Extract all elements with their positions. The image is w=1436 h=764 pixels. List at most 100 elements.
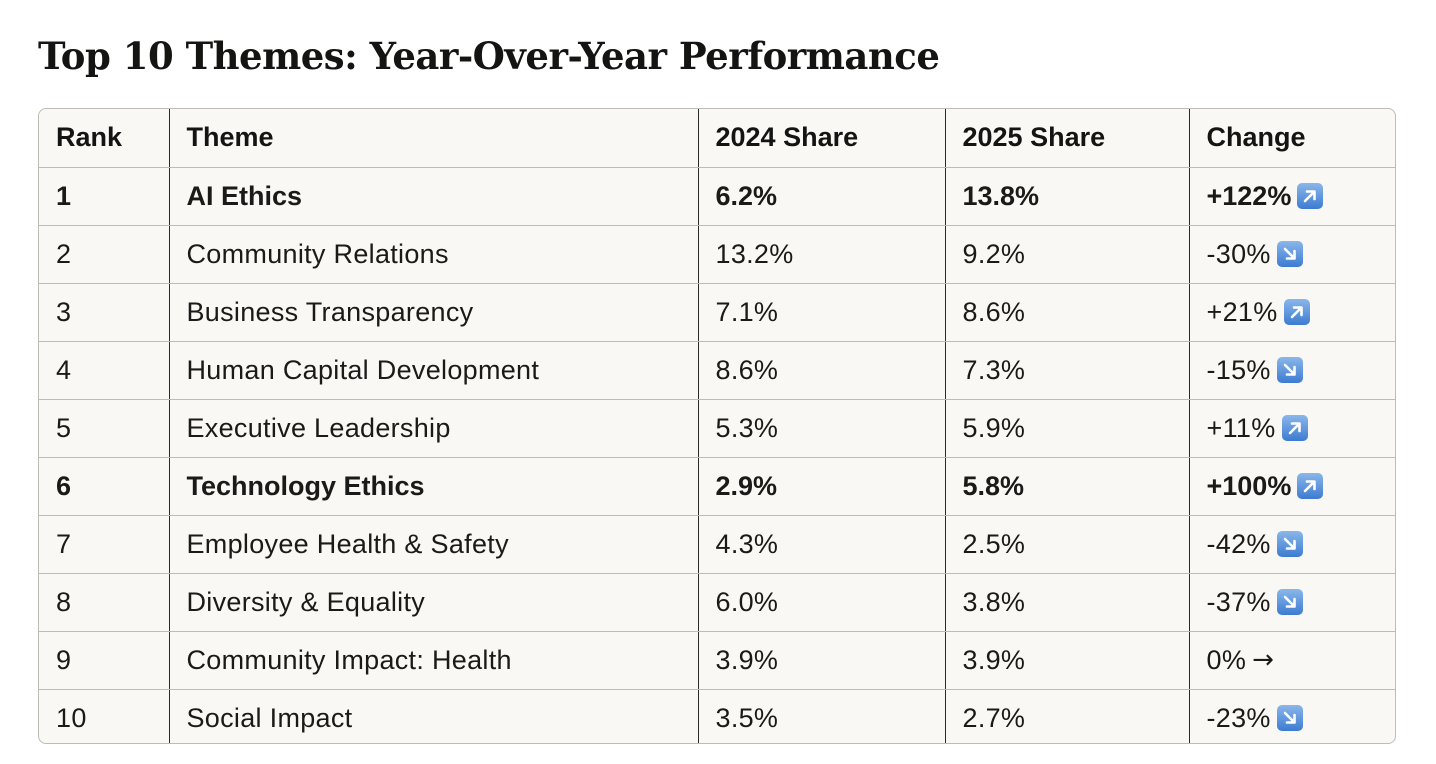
share-2024-cell: 5.3% (698, 399, 946, 458)
change-value: -37% (1206, 586, 1271, 617)
change-cell: -30% (1189, 225, 1395, 284)
arrow-down-right-icon (1276, 241, 1303, 267)
rank-cell: 9 (39, 631, 170, 690)
rank-cell: 1 (39, 167, 170, 226)
change-value: -23% (1206, 702, 1271, 733)
theme-cell: Community Relations (169, 225, 699, 284)
share-2024-cell: 6.2% (698, 167, 946, 226)
share-2025-cell: 8.6% (945, 283, 1190, 342)
header-change: Change (1189, 109, 1395, 168)
rank-cell: 8 (39, 573, 170, 632)
change-value-group: +21% (1207, 297, 1310, 328)
theme-cell: Business Transparency (169, 283, 699, 342)
change-cell: +11% (1189, 399, 1395, 458)
arrow-down-right-icon (1276, 357, 1303, 383)
table-row: 10 Social Impact 3.5% 2.7% -23% (39, 689, 1395, 743)
share-2025-cell: 2.5% (945, 515, 1190, 574)
theme-cell: Executive Leadership (169, 399, 699, 458)
change-value-group: +100% (1207, 471, 1324, 502)
theme-cell: Social Impact (169, 689, 699, 743)
share-2024-cell: 3.5% (698, 689, 946, 743)
change-value-group: +11% (1207, 413, 1308, 444)
theme-cell: Diversity & Equality (169, 573, 699, 632)
arrow-down-right-icon (1276, 531, 1303, 557)
change-value-group: 0% → (1207, 645, 1275, 676)
share-2025-cell: 7.3% (945, 341, 1190, 400)
table-header-row: Rank Theme 2024 Share 2025 Share Change (39, 109, 1395, 168)
change-value-group: -23% (1207, 703, 1303, 734)
rank-cell: 6 (39, 457, 170, 516)
change-value-group: -30% (1207, 239, 1303, 270)
share-2024-cell: 6.0% (698, 573, 946, 632)
share-2024-cell: 8.6% (698, 341, 946, 400)
change-cell: -23% (1189, 689, 1395, 743)
table-row: 5 Executive Leadership 5.3% 5.9% +11% (39, 399, 1395, 458)
arrow-up-right-icon (1297, 473, 1324, 499)
change-cell: -37% (1189, 573, 1395, 632)
share-2025-cell: 9.2% (945, 225, 1190, 284)
theme-cell: Community Impact: Health (169, 631, 699, 690)
table-row: 6 Technology Ethics 2.9% 5.8% +100% (39, 457, 1395, 516)
rank-cell: 7 (39, 515, 170, 574)
change-value-group: +122% (1207, 181, 1324, 212)
header-2024-share: 2024 Share (698, 109, 946, 168)
arrow-up-right-icon (1283, 299, 1310, 325)
change-cell: 0% → (1189, 631, 1395, 690)
share-2024-cell: 2.9% (698, 457, 946, 516)
share-2024-cell: 4.3% (698, 515, 946, 574)
change-value: +100% (1206, 470, 1292, 501)
change-value-group: -15% (1207, 355, 1303, 386)
table-body: 1 AI Ethics 6.2% 13.8% +122% 2 Community Relat… (39, 167, 1395, 743)
rank-cell: 5 (39, 399, 170, 458)
theme-cell: AI Ethics (169, 167, 699, 226)
share-2024-cell: 3.9% (698, 631, 946, 690)
change-value-group: -42% (1207, 529, 1303, 560)
rank-cell: 4 (39, 341, 170, 400)
share-2025-cell: 3.9% (945, 631, 1190, 690)
share-2025-cell: 2.7% (945, 689, 1190, 743)
change-value: +21% (1206, 296, 1278, 327)
table-row: 4 Human Capital Development 8.6% 7.3% -15% (39, 341, 1395, 400)
arrow-down-right-icon (1276, 589, 1303, 615)
share-2025-cell: 13.8% (945, 167, 1190, 226)
change-value: -30% (1206, 238, 1271, 269)
header-2025-share: 2025 Share (945, 109, 1190, 168)
change-cell: -15% (1189, 341, 1395, 400)
rank-cell: 2 (39, 225, 170, 284)
share-2025-cell: 5.9% (945, 399, 1190, 458)
page-title: Top 10 Themes: Year-Over-Year Performanc… (38, 34, 940, 78)
change-cell: +122% (1189, 167, 1395, 226)
change-cell: +21% (1189, 283, 1395, 342)
change-value: 0% (1206, 644, 1247, 675)
table-row: 7 Employee Health & Safety 4.3% 2.5% -42% (39, 515, 1395, 574)
change-value-group: -37% (1207, 587, 1303, 618)
table-row: 3 Business Transparency 7.1% 8.6% +21% (39, 283, 1395, 342)
table-row: 8 Diversity & Equality 6.0% 3.8% -37% (39, 573, 1395, 632)
header-theme: Theme (169, 109, 699, 168)
table-row: 2 Community Relations 13.2% 9.2% -30% (39, 225, 1395, 284)
arrow-right-icon: → (1252, 645, 1275, 675)
table-row: 9 Community Impact: Health 3.9% 3.9% 0% → (39, 631, 1395, 690)
share-2024-cell: 13.2% (698, 225, 946, 284)
arrow-up-right-icon (1281, 415, 1308, 441)
change-value: -15% (1206, 354, 1271, 385)
share-2024-cell: 7.1% (698, 283, 946, 342)
header-rank: Rank (39, 109, 170, 168)
themes-table-container: Rank Theme 2024 Share 2025 Share Change … (38, 108, 1396, 744)
share-2025-cell: 5.8% (945, 457, 1190, 516)
rank-cell: 10 (39, 689, 170, 743)
table-row: 1 AI Ethics 6.2% 13.8% +122% (39, 167, 1395, 226)
themes-table: Rank Theme 2024 Share 2025 Share Change … (39, 109, 1395, 743)
share-2025-cell: 3.8% (945, 573, 1190, 632)
theme-cell: Technology Ethics (169, 457, 699, 516)
rank-cell: 3 (39, 283, 170, 342)
theme-cell: Employee Health & Safety (169, 515, 699, 574)
theme-cell: Human Capital Development (169, 341, 699, 400)
change-value: +11% (1206, 412, 1276, 443)
arrow-down-right-icon (1276, 705, 1303, 732)
change-cell: -42% (1189, 515, 1395, 574)
arrow-up-right-icon (1297, 183, 1324, 209)
change-cell: +100% (1189, 457, 1395, 516)
change-value: +122% (1206, 180, 1292, 211)
change-value: -42% (1206, 528, 1271, 559)
